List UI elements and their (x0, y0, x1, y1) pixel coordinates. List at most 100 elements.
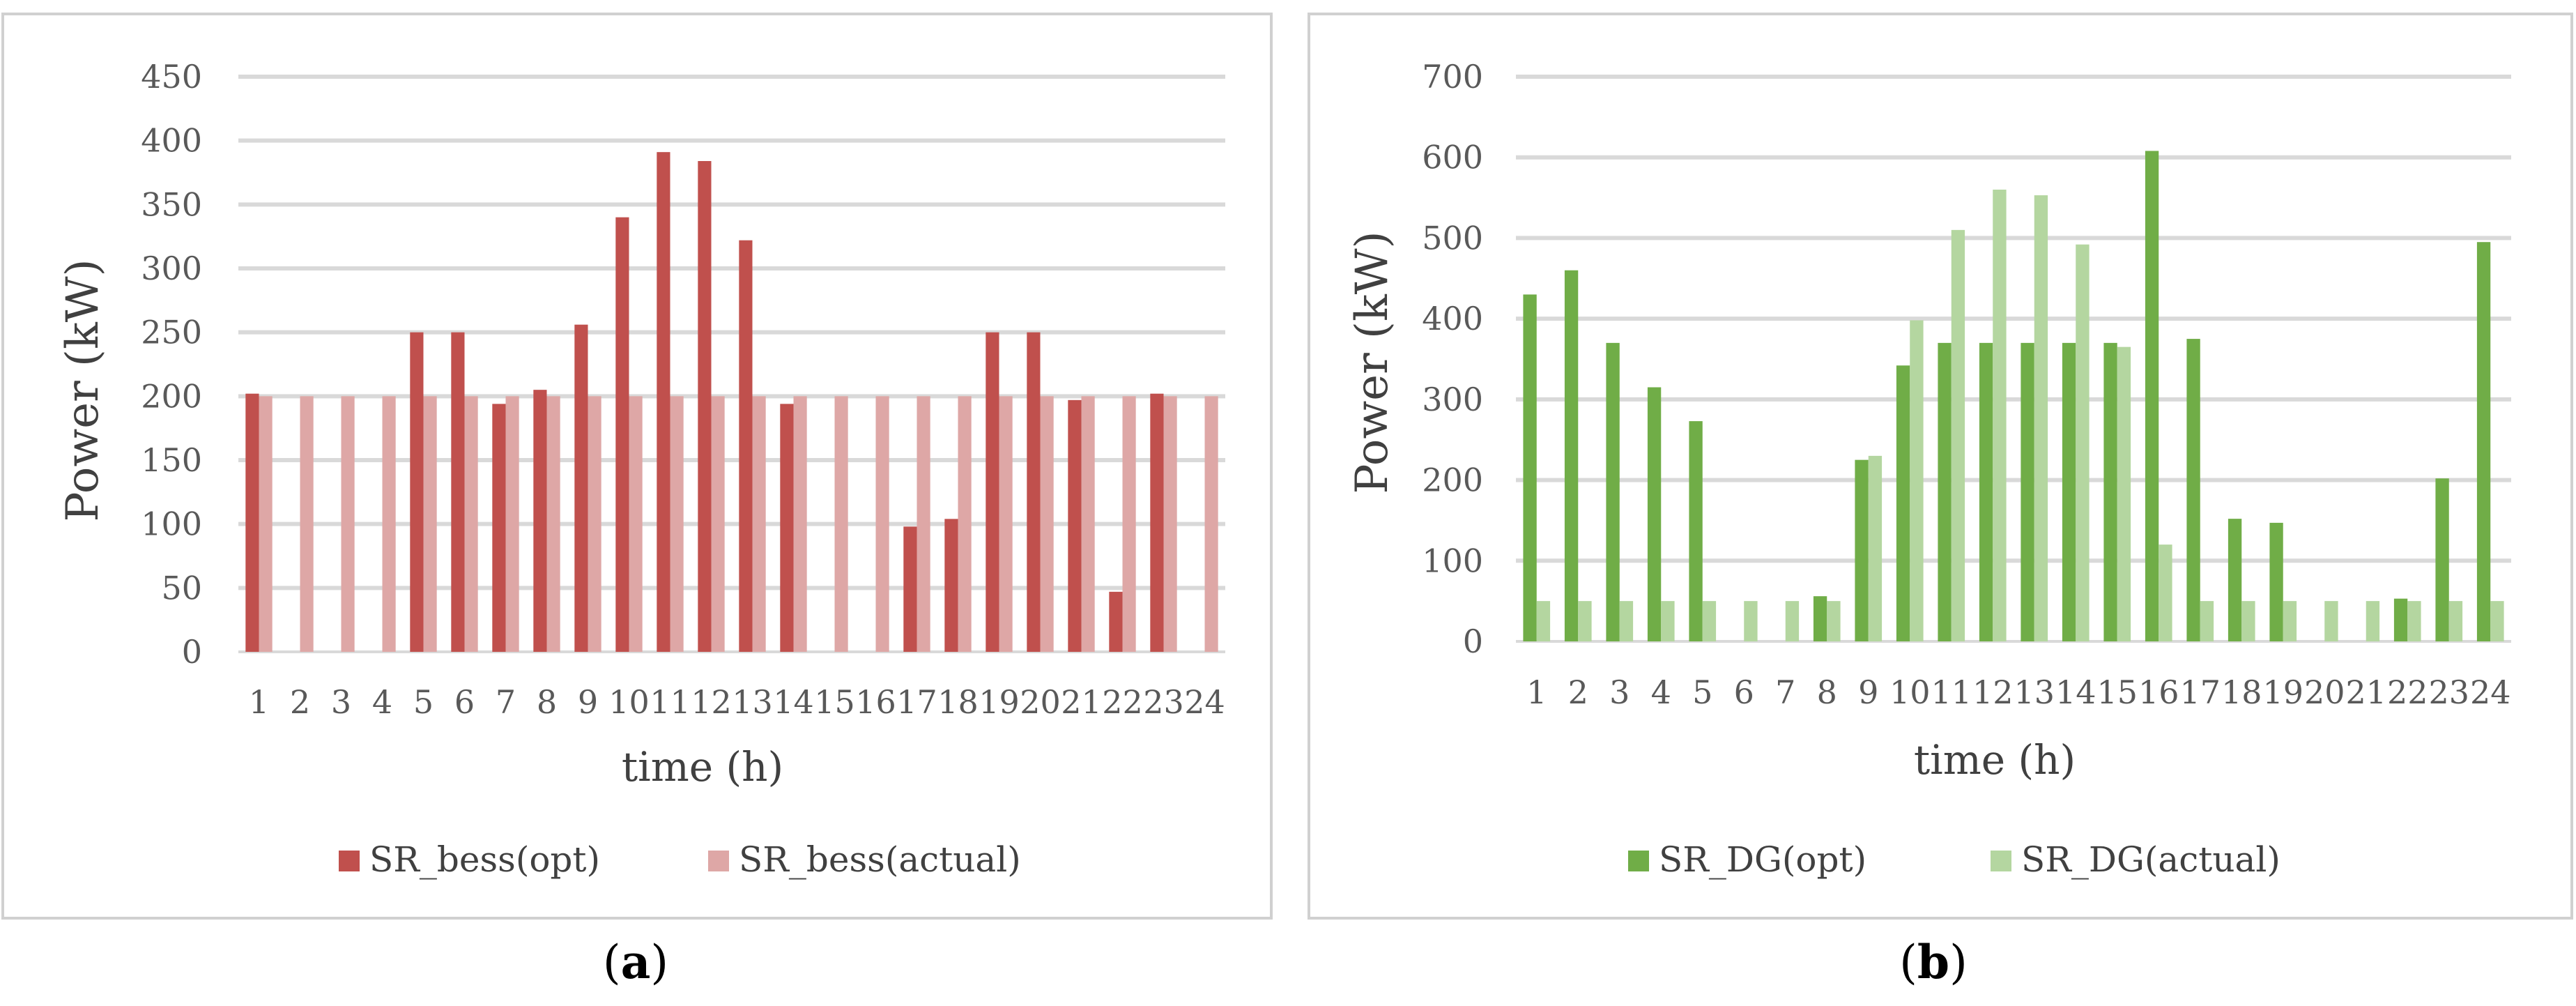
legend-label-b-1: SR_DG(opt) (1659, 839, 1866, 880)
x-tick-label-b: 12 (1972, 673, 2014, 711)
bar-b-s2-23 (2448, 601, 2463, 641)
x-tick-labels-a: 1 2 3 4 5 6 7 8 9 10 11 12 13 14 15 16 17 18 19 20 21 22 23 24 (249, 683, 1225, 721)
y-tick-label-b: 300 (1422, 381, 1483, 418)
bar-a-s1-1 (245, 393, 259, 652)
bar-b-s2-14 (2076, 244, 2090, 642)
y-tick-label-b: 700 (1422, 58, 1483, 96)
x-tick-label-b: 20 (2304, 673, 2345, 711)
x-tick-label-a: 24 (1184, 683, 1225, 721)
bar-b-s1-18 (2228, 519, 2242, 641)
bar-b-s2-18 (2241, 601, 2255, 641)
y-tick-label-b: 500 (1422, 219, 1483, 257)
bar-a-s2-16 (875, 396, 889, 652)
x-axis-title-a: time (h) (622, 743, 783, 791)
x-tick-labels-b: 1 2 3 4 5 6 7 8 9 10 11 12 13 14 15 16 17 18 19 20 21 22 23 24 (1526, 673, 2510, 711)
caption-a-letter: a (621, 935, 651, 989)
bar-b-s2-12 (1993, 190, 2007, 641)
bar-b-s1-14 (2062, 342, 2076, 641)
bar-a-s2-11 (670, 396, 684, 652)
x-tick-label-a: 11 (650, 683, 691, 721)
bar-a-s1-5 (410, 332, 424, 652)
bar-a-s2-18 (958, 396, 972, 652)
bar-b-s2-6 (1744, 601, 1758, 641)
bar-a-s1-13 (739, 240, 753, 653)
bar-b-s1-3 (1606, 342, 1620, 641)
bar-b-s2-2 (1578, 601, 1592, 641)
bar-b-s2-19 (2283, 601, 2297, 641)
bar-a-s2-9 (588, 396, 601, 652)
legend-label-b-2: SR_DG(actual) (2021, 839, 2280, 880)
bar-b-s2-11 (1951, 229, 1965, 641)
x-tick-label-b: 15 (2096, 673, 2138, 711)
y-axis-title-b: Power (kW) (1347, 231, 1398, 494)
y-tick-label-a: 450 (141, 58, 202, 96)
gridlines-b (1516, 75, 2511, 643)
bar-a-s2-14 (793, 396, 807, 652)
y-tick-label-a: 300 (141, 250, 202, 287)
x-tick-label-a: 4 (372, 683, 392, 721)
bar-a-s2-23 (1163, 396, 1177, 652)
bar-a-s2-10 (629, 396, 643, 652)
y-tick-label-b: 0 (1463, 623, 1483, 660)
bar-b-s1-11 (1938, 342, 1952, 641)
x-tick-label-b: 23 (2428, 673, 2469, 711)
y-tick-label-a: 400 (141, 122, 202, 160)
bar-b-s1-16 (2145, 151, 2159, 641)
x-tick-label-b: 21 (2345, 673, 2386, 711)
bar-a-s2-13 (752, 396, 766, 652)
x-tick-label-b: 8 (1817, 673, 1837, 711)
bar-a-s1-22 (1109, 591, 1123, 652)
y-tick-label-a: 200 (141, 377, 202, 415)
bar-b-s2-15 (2117, 346, 2131, 641)
bar-a-s1-11 (657, 152, 670, 652)
legend-a: SR_bess(opt) SR_bess(actual) (339, 839, 1021, 880)
y-tick-label-a: 100 (141, 505, 202, 543)
bar-b-s2-16 (2159, 544, 2172, 641)
x-tick-label-a: 13 (732, 683, 773, 721)
bar-a-s2-21 (1081, 396, 1095, 652)
bar-a-s2-19 (999, 396, 1013, 652)
bar-a-s2-20 (1040, 396, 1054, 652)
bar-b-s2-21 (2366, 601, 2380, 641)
caption-b: (b) (1899, 935, 1968, 989)
bar-a-s1-20 (1027, 332, 1041, 652)
bar-b-s2-20 (2324, 601, 2338, 641)
bar-a-s1-9 (574, 324, 588, 652)
x-tick-label-a: 10 (608, 683, 650, 721)
bar-a-s2-15 (834, 396, 848, 652)
bar-b-s2-8 (1827, 601, 1841, 641)
bar-b-s1-23 (2435, 478, 2449, 641)
bar-a-s2-12 (711, 396, 725, 652)
bar-a-s1-19 (986, 332, 999, 652)
x-tick-label-a: 20 (1020, 683, 1061, 721)
bar-a-s1-14 (780, 404, 794, 652)
x-tick-label-a: 1 (249, 683, 269, 721)
y-tick-label-a: 250 (141, 314, 202, 351)
x-tick-label-a: 6 (454, 683, 475, 721)
bar-b-s1-17 (2186, 339, 2200, 641)
bar-b-s2-24 (2490, 601, 2504, 641)
bar-a-s1-10 (615, 217, 629, 653)
bars-a (245, 152, 1218, 653)
x-tick-label-b: 9 (1858, 673, 1878, 711)
bar-a-s2-22 (1122, 396, 1136, 652)
x-tick-label-b: 5 (1692, 673, 1712, 711)
x-tick-label-a: 23 (1143, 683, 1184, 721)
bar-a-s2-17 (917, 396, 930, 652)
bar-a-s1-12 (698, 161, 712, 652)
bar-a-s2-5 (423, 396, 437, 652)
legend-label-a-2: SR_bess(actual) (739, 839, 1021, 880)
bars-b (1523, 151, 2504, 642)
legend-swatch-a-1 (339, 851, 360, 871)
bar-b-s2-1 (1536, 601, 1551, 641)
x-tick-label-b: 24 (2470, 673, 2511, 711)
legend-swatch-a-2 (708, 851, 729, 871)
x-tick-label-b: 18 (2221, 673, 2262, 711)
x-tick-label-b: 6 (1734, 673, 1754, 711)
bar-b-s1-15 (2103, 342, 2117, 641)
x-tick-label-b: 2 (1568, 673, 1588, 711)
bar-b-s2-17 (2200, 601, 2214, 641)
x-tick-label-a: 19 (979, 683, 1020, 721)
